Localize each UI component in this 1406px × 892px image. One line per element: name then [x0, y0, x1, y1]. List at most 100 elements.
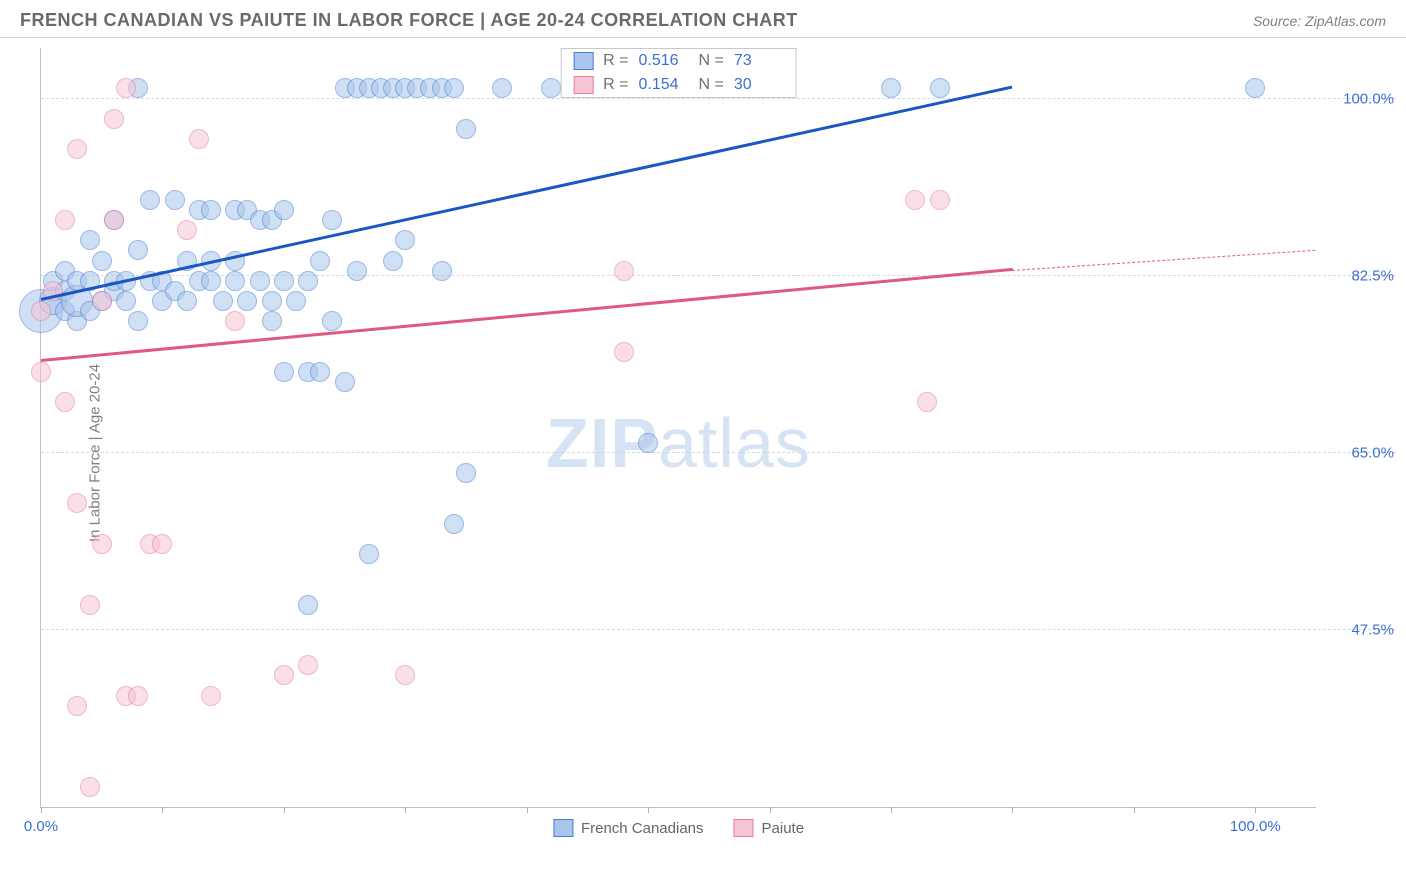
stats-label: N =: [699, 52, 724, 70]
data-point: [262, 311, 282, 331]
data-point: [92, 291, 112, 311]
stats-legend: R = 0.516 N = 73 R = 0.154 N = 30: [560, 48, 797, 98]
stats-value: 73: [734, 52, 784, 70]
y-tick-label: 65.0%: [1351, 444, 1394, 461]
data-point: [80, 777, 100, 797]
data-point: [67, 493, 87, 513]
data-point: [286, 291, 306, 311]
data-point: [347, 261, 367, 281]
data-point: [492, 78, 512, 98]
data-point: [55, 392, 75, 412]
legend-label: Paiute: [762, 820, 805, 837]
data-point: [201, 686, 221, 706]
data-point: [189, 129, 209, 149]
trend-line: [41, 86, 1013, 301]
stats-value: 30: [734, 76, 784, 94]
data-point: [298, 595, 318, 615]
data-point: [140, 190, 160, 210]
legend-label: French Canadians: [581, 820, 704, 837]
x-tick: [284, 807, 285, 813]
legend-bottom: French Canadians Paiute: [553, 819, 804, 837]
y-tick-label: 82.5%: [1351, 267, 1394, 284]
legend-item: French Canadians: [553, 819, 704, 837]
data-point: [298, 655, 318, 675]
x-tick: [770, 807, 771, 813]
legend-swatch: [734, 819, 754, 837]
data-point: [31, 301, 51, 321]
data-point: [359, 544, 379, 564]
gridline-h: [41, 452, 1396, 453]
data-point: [905, 190, 925, 210]
data-point: [250, 271, 270, 291]
data-point: [116, 78, 136, 98]
data-point: [917, 392, 937, 412]
x-tick: [162, 807, 163, 813]
gridline-h: [41, 629, 1396, 630]
data-point: [444, 514, 464, 534]
stats-label: R =: [603, 76, 628, 94]
data-point: [92, 251, 112, 271]
legend-swatch: [573, 76, 593, 94]
x-tick-label: 100.0%: [1230, 818, 1281, 835]
data-point: [274, 362, 294, 382]
data-point: [456, 463, 476, 483]
data-point: [80, 595, 100, 615]
stats-label: R =: [603, 52, 628, 70]
data-point: [201, 200, 221, 220]
x-tick: [648, 807, 649, 813]
stats-row: R = 0.154 N = 30: [561, 73, 796, 97]
data-point: [395, 230, 415, 250]
data-point: [80, 230, 100, 250]
data-point: [444, 78, 464, 98]
data-point: [177, 291, 197, 311]
data-point: [395, 665, 415, 685]
data-point: [881, 78, 901, 98]
x-tick: [891, 807, 892, 813]
data-point: [128, 240, 148, 260]
data-point: [541, 78, 561, 98]
data-point: [201, 271, 221, 291]
data-point: [225, 271, 245, 291]
data-point: [322, 311, 342, 331]
title-bar: FRENCH CANADIAN VS PAIUTE IN LABOR FORCE…: [0, 0, 1406, 38]
data-point: [165, 190, 185, 210]
data-point: [128, 686, 148, 706]
trend-line: [41, 268, 1013, 362]
data-point: [310, 251, 330, 271]
data-point: [262, 291, 282, 311]
legend-item: Paiute: [734, 819, 805, 837]
x-tick-label: 0.0%: [24, 818, 58, 835]
data-point: [432, 261, 452, 281]
watermark: ZIPatlas: [546, 403, 811, 483]
data-point: [104, 109, 124, 129]
stats-row: R = 0.516 N = 73: [561, 49, 796, 73]
data-point: [638, 433, 658, 453]
stats-label: N =: [699, 76, 724, 94]
legend-swatch: [553, 819, 573, 837]
data-point: [383, 251, 403, 271]
x-tick: [527, 807, 528, 813]
x-tick: [405, 807, 406, 813]
x-tick: [1134, 807, 1135, 813]
data-point: [31, 362, 51, 382]
data-point: [310, 362, 330, 382]
data-point: [322, 210, 342, 230]
x-tick: [41, 807, 42, 813]
x-tick: [1012, 807, 1013, 813]
source-label: Source: ZipAtlas.com: [1253, 13, 1386, 29]
stats-value: 0.516: [639, 52, 689, 70]
stats-value: 0.154: [639, 76, 689, 94]
data-point: [335, 372, 355, 392]
data-point: [274, 271, 294, 291]
data-point: [930, 78, 950, 98]
data-point: [1245, 78, 1265, 98]
data-point: [237, 291, 257, 311]
data-point: [67, 139, 87, 159]
data-point: [152, 534, 172, 554]
data-point: [213, 291, 233, 311]
data-point: [116, 291, 136, 311]
y-tick-label: 47.5%: [1351, 621, 1394, 638]
x-tick: [1255, 807, 1256, 813]
legend-swatch: [573, 52, 593, 70]
y-tick-label: 100.0%: [1343, 90, 1394, 107]
